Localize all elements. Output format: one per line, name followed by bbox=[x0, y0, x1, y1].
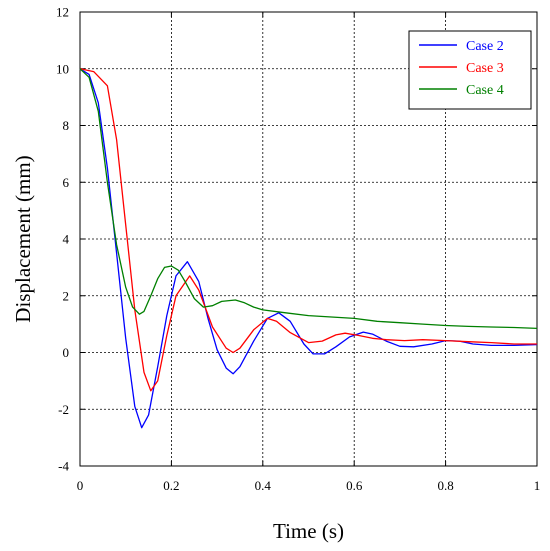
y-tick-label: -4 bbox=[58, 459, 69, 474]
y-tick-label: 4 bbox=[63, 232, 70, 247]
y-tick-label: 6 bbox=[63, 175, 70, 190]
y-tick-label: 10 bbox=[56, 61, 69, 76]
legend-label: Case 2 bbox=[466, 39, 504, 54]
series-line-case-2 bbox=[79, 68, 538, 429]
axis-ticks: 0 0.2 0.4 0.6 0.8 1 -4 -2 0 2 4 6 8 10 12 bbox=[56, 5, 540, 494]
x-tick-label: 0.2 bbox=[163, 478, 179, 493]
legend: Case 2 Case 3 Case 4 bbox=[408, 30, 532, 110]
series-lines bbox=[79, 68, 538, 429]
x-axis-title: Time (s) bbox=[273, 519, 344, 543]
legend-label: Case 3 bbox=[466, 61, 504, 76]
y-tick-label: 2 bbox=[63, 288, 70, 303]
series-line-case-3 bbox=[79, 68, 537, 392]
x-tick-label: 0.4 bbox=[255, 478, 272, 493]
y-tick-label: 12 bbox=[56, 5, 69, 20]
y-tick-label: 8 bbox=[63, 118, 70, 133]
x-tick-label: 1 bbox=[534, 478, 541, 493]
x-tick-label: 0.8 bbox=[437, 478, 453, 493]
legend-box bbox=[408, 30, 532, 110]
series-line-case-4 bbox=[79, 68, 538, 330]
y-tick-label: -2 bbox=[58, 402, 69, 417]
grid-lines bbox=[80, 12, 537, 466]
y-tick-label: 0 bbox=[63, 345, 70, 360]
x-tick-label: 0.6 bbox=[346, 478, 363, 493]
y-axis-title: Displacement (mm) bbox=[11, 155, 35, 322]
legend-label: Case 4 bbox=[466, 83, 504, 98]
x-tick-label: 0 bbox=[77, 478, 84, 493]
